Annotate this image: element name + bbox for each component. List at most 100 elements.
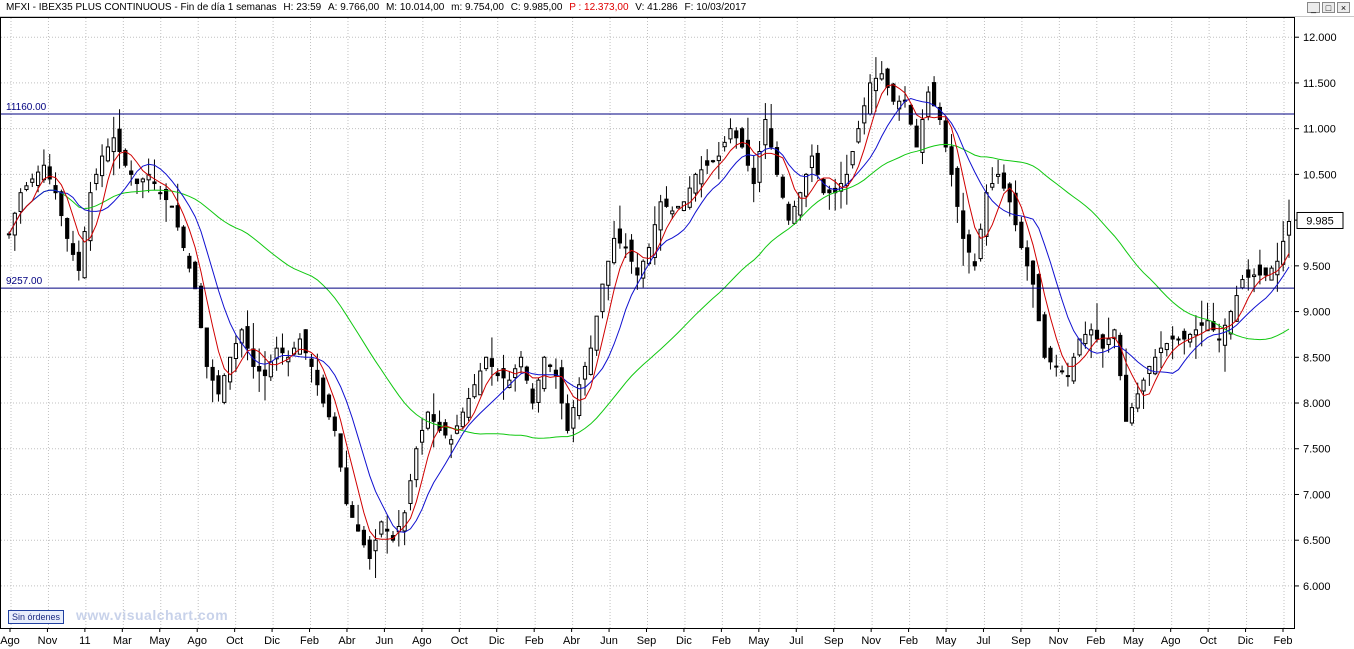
x-tick-label: Dic	[676, 635, 692, 647]
candle-body	[1042, 314, 1047, 358]
candle-body	[280, 347, 285, 354]
candle-body	[1048, 347, 1053, 363]
candle-body	[827, 189, 832, 194]
candle-body	[1123, 374, 1129, 422]
x-tick-label: Sep	[637, 635, 657, 647]
candle-body	[757, 151, 762, 183]
candle-body	[1001, 172, 1007, 189]
candle-body	[734, 130, 739, 139]
orders-status-badge[interactable]: Sin órdenes	[8, 610, 65, 624]
price-axis: 12.00011.50011.00010.50010.0009.5009.000…	[1295, 17, 1354, 629]
candle-body	[1054, 365, 1059, 368]
candle-body	[623, 246, 628, 249]
candle-body	[408, 480, 413, 504]
candle-body	[35, 171, 41, 186]
candle-body	[94, 173, 99, 185]
candle-body	[222, 375, 227, 403]
candle-body	[326, 394, 332, 418]
candle-body	[1106, 338, 1111, 346]
candle-body	[547, 364, 553, 367]
candle-body	[1065, 375, 1071, 378]
candle-body	[1234, 295, 1239, 322]
candle-body	[193, 261, 198, 290]
candle-body	[780, 176, 785, 198]
candle-body	[6, 233, 12, 236]
candle-body	[728, 128, 733, 140]
price-chart-svg: 11160.00 9257.00	[1, 18, 1294, 628]
candle-body	[792, 205, 797, 224]
candle-body	[803, 173, 809, 197]
candle-body	[315, 369, 320, 386]
candle-body	[152, 181, 157, 185]
candle-body	[745, 139, 751, 166]
y-tick-label: 6.000	[1303, 581, 1331, 593]
candle-body	[82, 231, 87, 279]
y-tick-label: 9.000	[1303, 307, 1331, 319]
candle-body	[1257, 264, 1263, 276]
candle-body	[1217, 338, 1222, 341]
candle-body	[908, 104, 913, 125]
level-label: 11160.00	[6, 102, 47, 113]
candle-body	[716, 155, 721, 162]
candle-body	[856, 128, 861, 143]
candle-body	[495, 372, 500, 377]
candle-body	[675, 205, 681, 209]
candle-body	[47, 166, 52, 180]
candle-body	[158, 192, 163, 195]
candle-body	[1211, 321, 1216, 331]
candle-body	[1240, 279, 1245, 289]
candle-body	[553, 369, 559, 377]
candle-body	[76, 251, 81, 271]
x-tick-label: Feb	[899, 635, 918, 647]
x-tick-label: Feb	[712, 635, 731, 647]
candle-body	[961, 210, 966, 239]
candle-body	[1059, 370, 1065, 373]
candle-body	[1089, 329, 1094, 336]
candle-body	[402, 512, 407, 532]
candle-body	[798, 192, 803, 216]
candle-body	[1222, 324, 1228, 346]
candle-body	[169, 205, 175, 208]
candle-body	[321, 377, 326, 404]
candle-body	[1153, 356, 1158, 375]
candle-body	[204, 327, 209, 367]
candle-body	[443, 422, 448, 436]
maximize-button[interactable]: □	[1322, 2, 1335, 13]
watermark: www.visualchart.com	[76, 607, 229, 623]
minimize-button[interactable]: _	[1307, 2, 1320, 13]
candle-body	[18, 192, 23, 212]
candle-body	[1129, 407, 1135, 424]
price-chart-area[interactable]: 11160.00 9257.00	[0, 17, 1295, 629]
candle-body	[1228, 311, 1233, 335]
candle-body	[478, 370, 483, 396]
candle-body	[786, 203, 791, 221]
close-button[interactable]: ×	[1337, 2, 1350, 13]
x-tick-label: Ago	[412, 635, 432, 647]
candle-body	[483, 356, 489, 370]
candle-body	[699, 169, 704, 185]
price-axis-svg: 12.00011.50011.00010.50010.0009.5009.000…	[1295, 32, 1344, 593]
candle-body	[70, 243, 76, 255]
candle-body	[227, 356, 233, 383]
candle-body	[606, 260, 611, 286]
candle-body	[1118, 334, 1123, 377]
candle-body	[460, 411, 465, 428]
candle-body	[146, 173, 151, 181]
candle-body	[582, 365, 588, 380]
candle-body	[59, 191, 64, 217]
candle-body	[355, 524, 361, 532]
candle-body	[1251, 274, 1257, 278]
candle-body	[198, 285, 204, 329]
x-tick-label: Dic	[264, 635, 280, 647]
candle-body	[1141, 379, 1146, 392]
x-tick-label: Ago	[0, 635, 20, 647]
last-value-label: 9.985	[1306, 215, 1334, 227]
candle-body	[769, 128, 774, 148]
candle-body	[809, 155, 815, 169]
candle-body	[111, 137, 116, 153]
x-tick-label: May	[1123, 635, 1144, 647]
y-tick-label: 12.000	[1303, 32, 1337, 44]
candle-body	[1083, 333, 1088, 345]
candle-body	[262, 369, 268, 377]
last-value-box	[1296, 211, 1344, 229]
